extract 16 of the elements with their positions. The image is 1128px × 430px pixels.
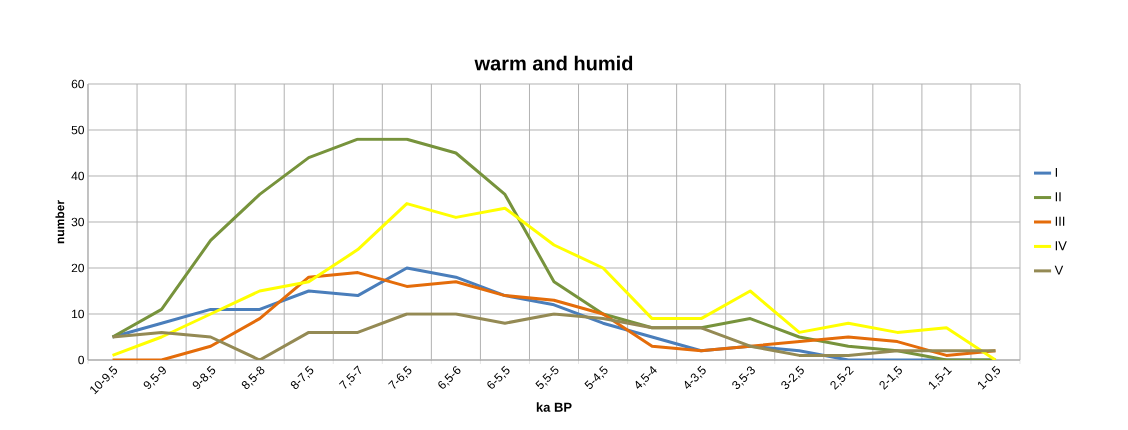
legend-label: II <box>1055 192 1061 202</box>
legend-label: III <box>1055 216 1065 226</box>
chart-title: warm and humid <box>474 55 633 71</box>
legend-label: I <box>1055 167 1057 177</box>
x-axis-title: ka BP <box>536 402 572 412</box>
y-tick-label: 0 <box>78 355 85 365</box>
y-tick-label: 10 <box>72 309 85 319</box>
y-tick-label: 60 <box>71 79 85 89</box>
y-tick-label: 40 <box>71 171 85 181</box>
legend-label: V <box>1054 265 1064 275</box>
y-tick-label: 20 <box>71 263 85 273</box>
line-series <box>111 202 997 360</box>
y-axis-title: number <box>55 200 65 244</box>
legend-label: IV <box>1055 241 1067 251</box>
y-tick-label: 30 <box>71 217 85 227</box>
y-tick-label: 50 <box>71 125 85 135</box>
